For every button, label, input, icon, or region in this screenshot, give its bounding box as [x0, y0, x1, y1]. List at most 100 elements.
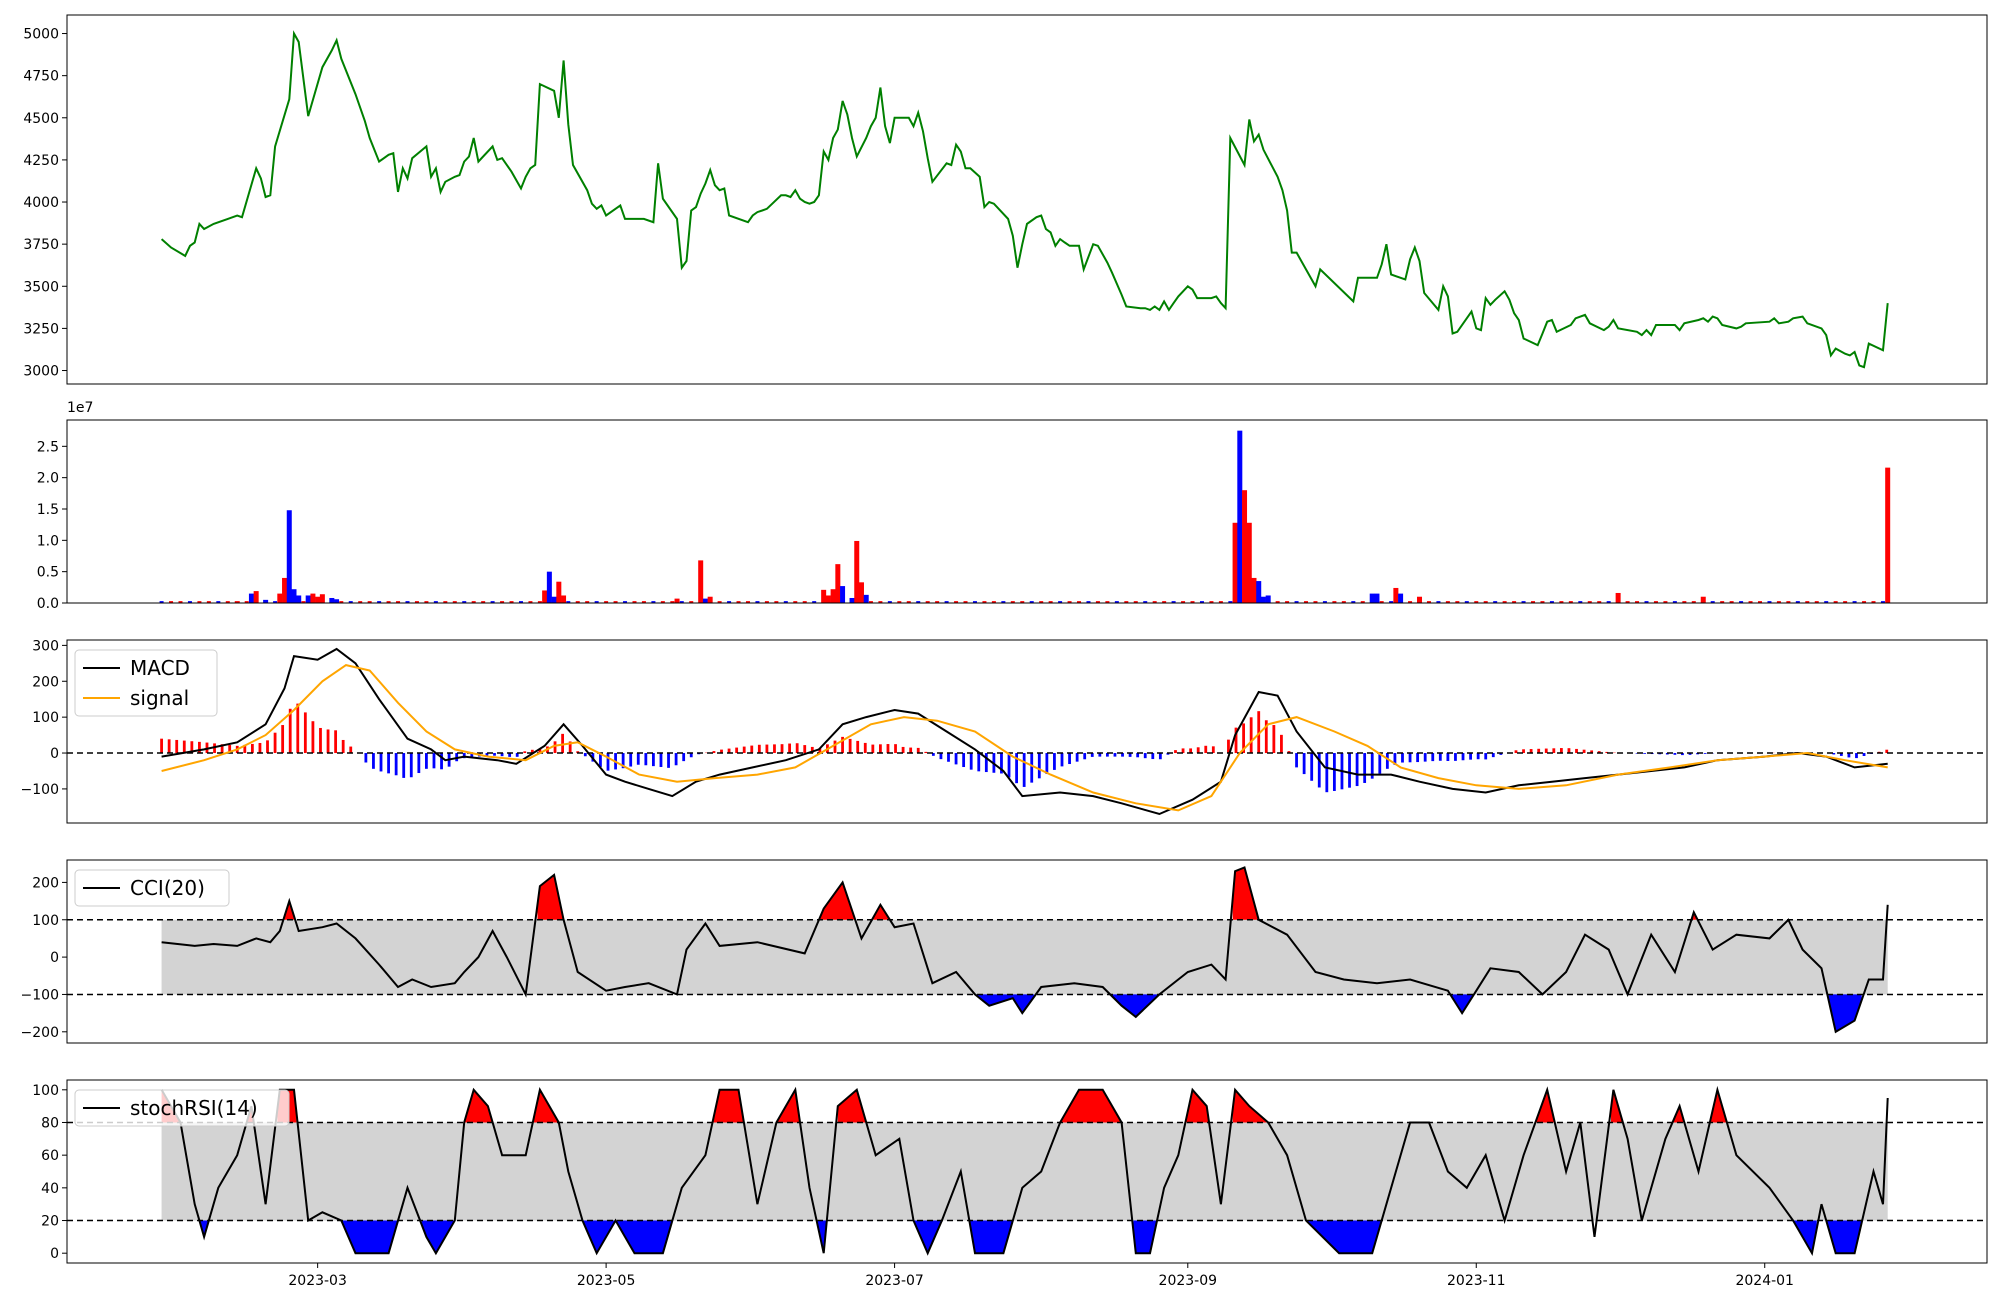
overbought-fill: [776, 1089, 800, 1123]
macd-histogram-bar: [182, 740, 186, 754]
volume-bar: [1246, 522, 1252, 603]
volume-bar: [623, 601, 628, 603]
macd-histogram-bar: [1045, 753, 1049, 775]
volume-bar: [1635, 601, 1640, 603]
macd-histogram-bar: [341, 739, 345, 754]
volume-bar: [835, 564, 841, 603]
volume-bar: [897, 601, 902, 603]
volume-bar: [1455, 601, 1460, 603]
macd-histogram-bar: [220, 744, 224, 754]
y-tick-label: 1.5: [37, 502, 59, 518]
volume-bar: [1615, 592, 1621, 603]
volume-bar: [863, 594, 869, 603]
volume-bar: [1251, 577, 1257, 603]
volume-bar: [319, 594, 325, 603]
volume-bar: [1398, 593, 1404, 603]
macd-histogram-bar: [1234, 727, 1238, 754]
macd-histogram-bar: [1242, 723, 1245, 754]
axes-frame: [66, 639, 1988, 824]
volume-bar: [159, 601, 164, 603]
volume-bar: [551, 596, 557, 603]
volume-bar: [1417, 596, 1423, 603]
macd-histogram-bar: [1249, 717, 1253, 754]
volume-bar: [286, 510, 292, 603]
oversold-fill: [1826, 1220, 1862, 1254]
volume-bar: [244, 601, 249, 603]
macd-histogram-bar: [1272, 725, 1276, 754]
macd-histogram-bar: [856, 740, 860, 754]
macd-histogram-bar: [1287, 751, 1291, 754]
volume-bar: [1436, 601, 1441, 603]
volume-bar: [1058, 601, 1063, 603]
volume-bar: [537, 601, 542, 603]
volume-bar: [1786, 601, 1791, 603]
volume-bar: [377, 601, 382, 603]
macd-histogram-bar: [1317, 753, 1321, 788]
macd-histogram-bar: [273, 732, 277, 754]
axes-frame: [66, 859, 1988, 1044]
macd-histogram-bar: [1204, 745, 1208, 754]
macd-histogram-bar: [1174, 750, 1177, 754]
macd-histogram-bar: [909, 747, 913, 754]
macd-histogram-bar: [175, 739, 179, 754]
volume-bar: [1351, 601, 1356, 603]
macd-histogram-bar: [720, 749, 723, 754]
volume-bar: [585, 601, 590, 603]
volume-bar: [1502, 601, 1507, 603]
y-tick-label: 300: [32, 638, 59, 654]
legend-box: [74, 1089, 290, 1127]
macd-histogram-bar: [863, 742, 867, 754]
macd-histogram-bar: [1529, 749, 1533, 754]
volume-bar: [821, 589, 827, 603]
macd-histogram-bar: [871, 744, 875, 754]
macd-histogram-bar: [803, 745, 807, 754]
volume-bar: [613, 601, 618, 603]
y-tick-label: 100: [32, 710, 59, 726]
price-line: [160, 30, 1889, 369]
volume-bar: [1105, 601, 1110, 603]
volume-bar: [263, 599, 269, 603]
cci-panel: −200 −100 0 100 200 CCI(20): [21, 859, 1988, 1044]
oversold-fill: [913, 1220, 942, 1254]
macd-histogram-bar: [1325, 753, 1329, 793]
volume-bar: [1720, 601, 1725, 603]
volume-bar: [291, 589, 297, 603]
macd-histogram-bar: [1499, 753, 1503, 755]
macd-histogram-bar: [311, 721, 315, 754]
volume-bar: [1578, 601, 1583, 603]
volume-bar: [1540, 601, 1545, 603]
volume-bar: [1445, 601, 1450, 603]
macd-histogram-bar: [636, 753, 640, 765]
macd-histogram-bar: [387, 753, 390, 774]
macd-histogram-bar: [1037, 753, 1041, 779]
macd-histogram-bar: [432, 753, 436, 769]
macd-histogram-bar: [213, 743, 216, 754]
legend-label: MACD: [130, 656, 190, 680]
overbought-fill: [1710, 1089, 1727, 1123]
volume-bar: [339, 601, 344, 603]
macd-histogram-bar: [810, 746, 814, 754]
volume-bar: [1767, 601, 1772, 603]
macd-histogram-bar: [757, 744, 761, 754]
macd-histogram-bar: [1370, 753, 1374, 779]
macd-histogram-bar: [1332, 753, 1336, 791]
axes-frame: [66, 419, 1988, 604]
volume-bar: [670, 601, 675, 603]
volume-bar: [802, 601, 807, 603]
y-tick-label: 4750: [23, 69, 59, 85]
macd-histogram-bar: [1514, 750, 1518, 754]
macd-histogram-bar: [689, 753, 693, 758]
volume-bar: [1285, 601, 1290, 603]
volume-bar: [849, 597, 855, 603]
volume-bar: [216, 601, 221, 603]
legend-label: signal: [130, 686, 189, 710]
volume-bar: [1048, 601, 1053, 603]
macd-histogram-bar: [1143, 753, 1147, 759]
volume-bar: [424, 601, 429, 603]
volume-bar: [1739, 601, 1744, 603]
volume-bar: [253, 591, 259, 603]
macd-histogram-bar: [288, 708, 292, 754]
macd-panel: −100 0 100 200 300 MACD signal: [21, 638, 1988, 824]
volume-bar: [1568, 601, 1573, 603]
